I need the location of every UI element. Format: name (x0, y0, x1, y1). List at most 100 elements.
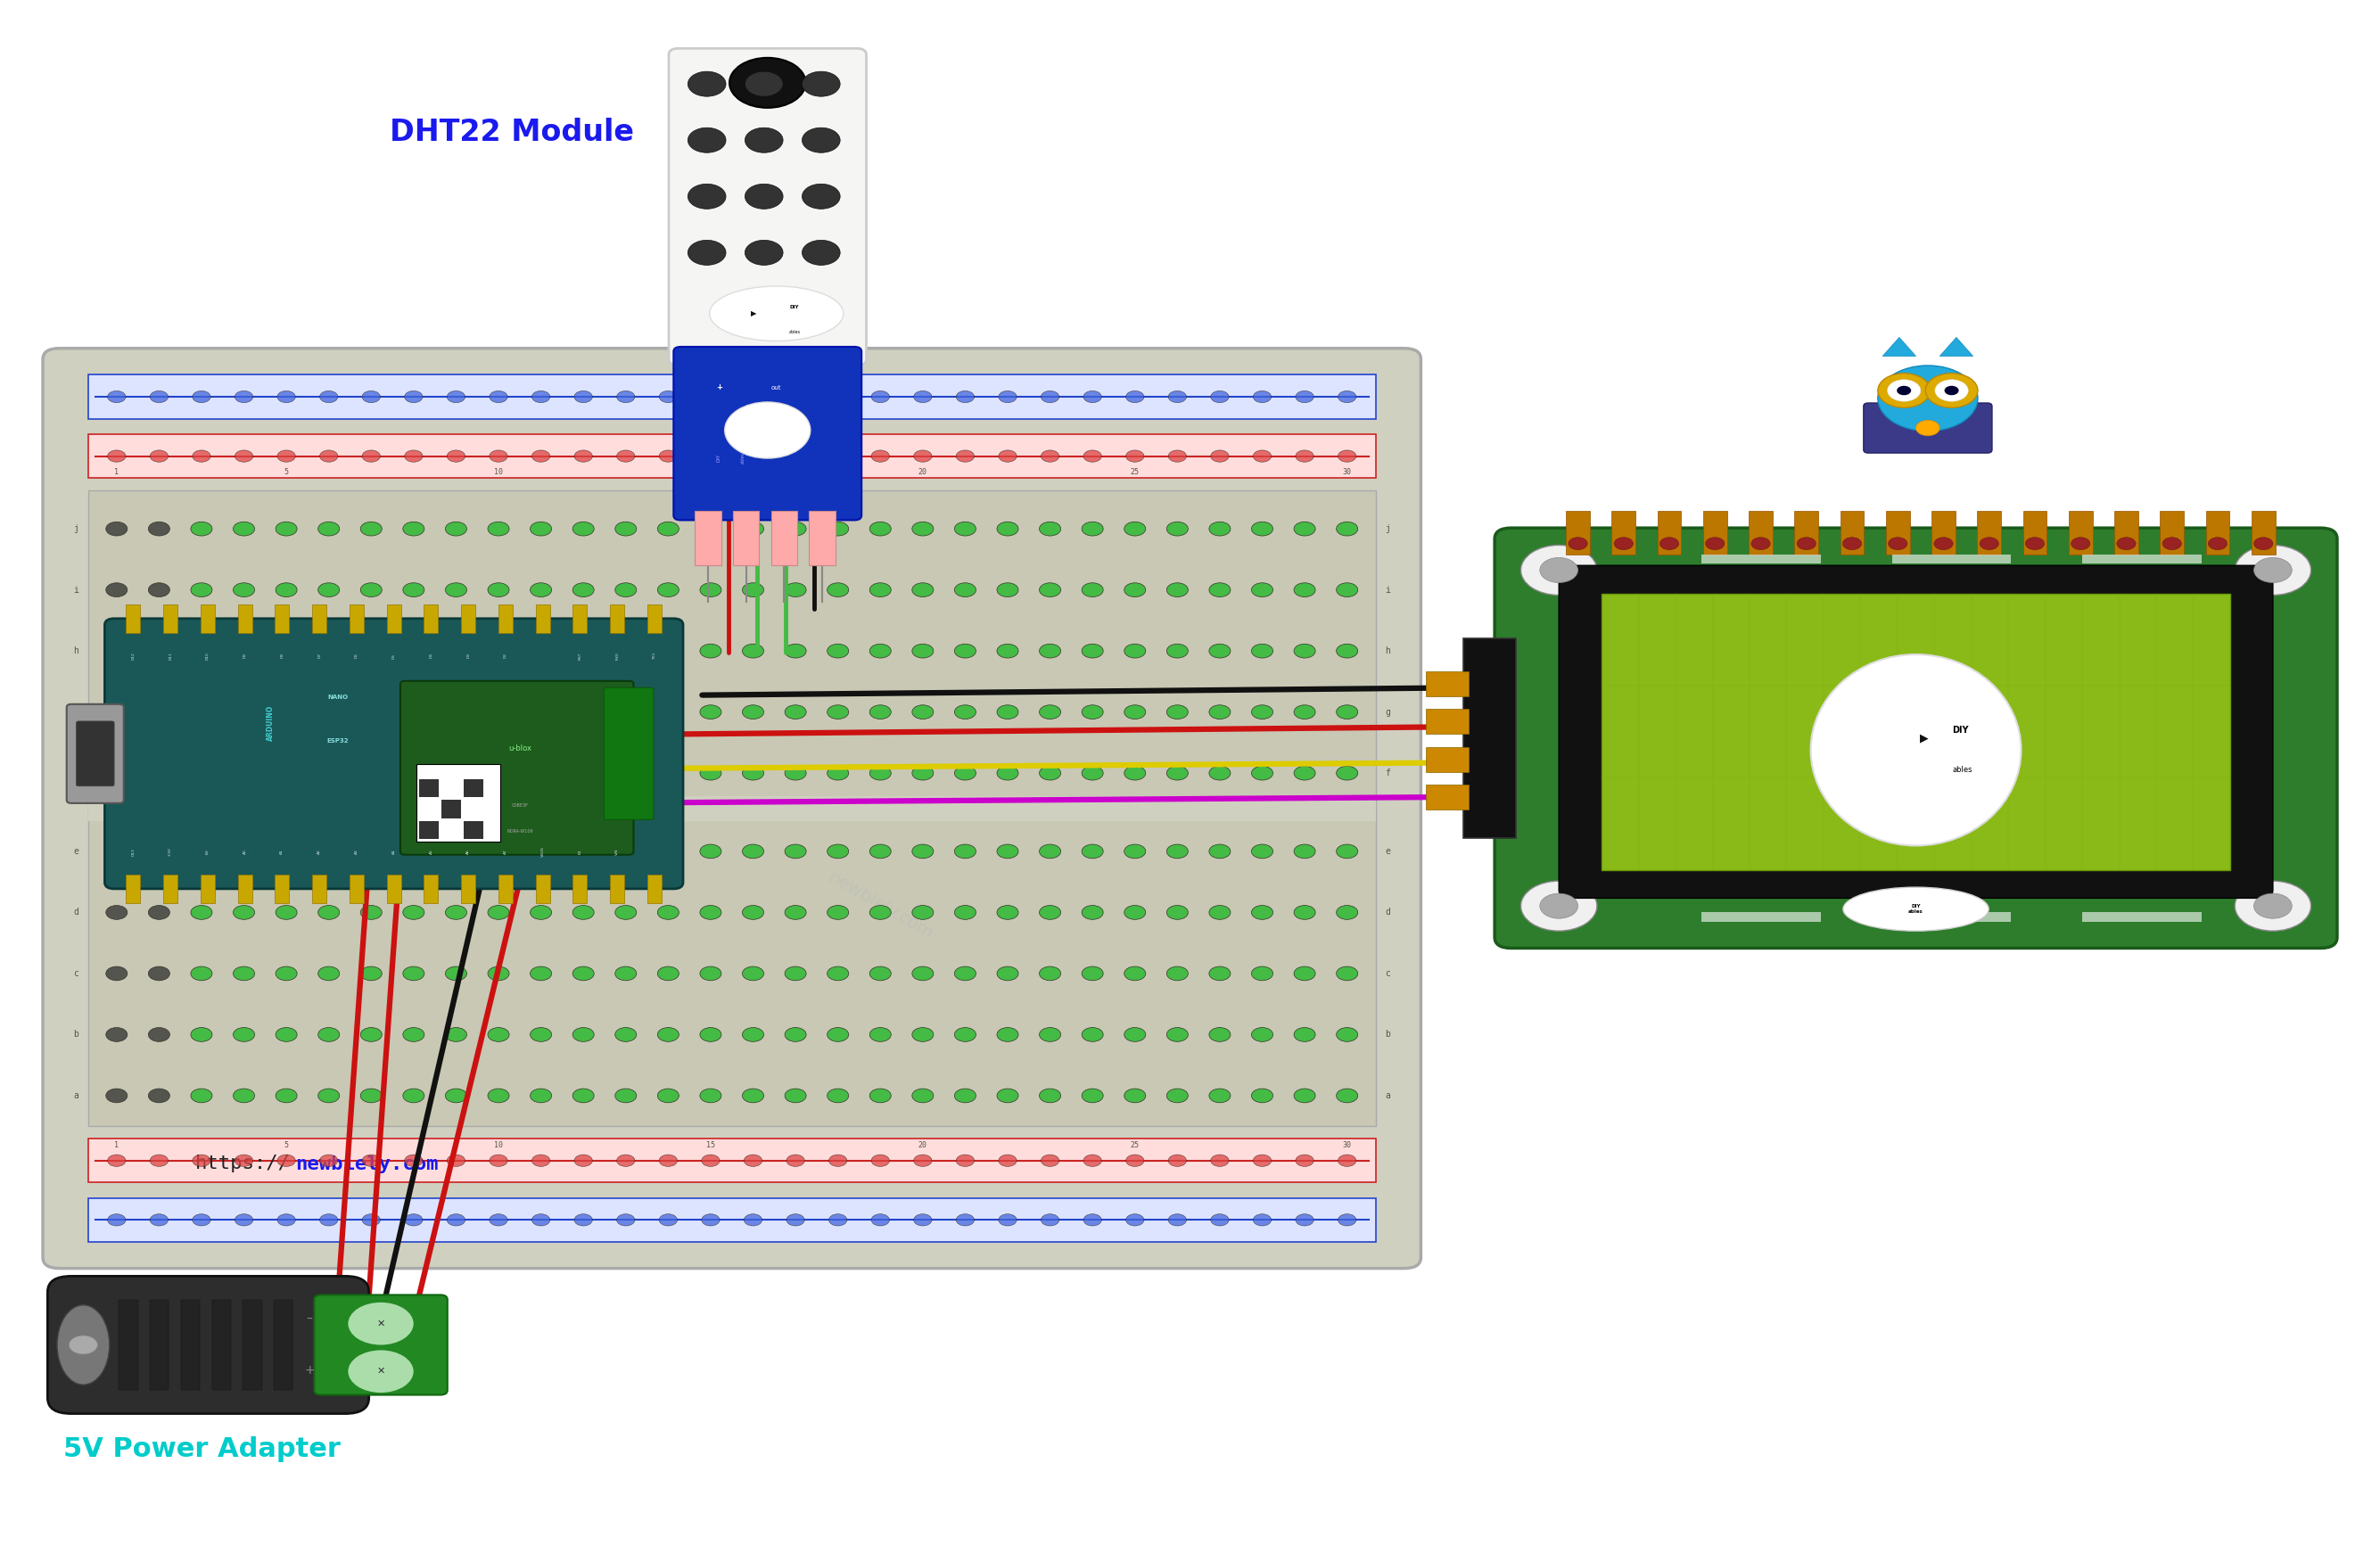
Circle shape (148, 644, 169, 658)
Circle shape (490, 1214, 507, 1226)
Circle shape (871, 1154, 890, 1167)
Circle shape (1123, 765, 1145, 779)
Circle shape (1123, 644, 1145, 658)
Circle shape (488, 765, 509, 779)
Circle shape (233, 967, 255, 981)
Circle shape (724, 401, 809, 458)
Circle shape (828, 1089, 850, 1103)
Circle shape (954, 522, 976, 536)
Circle shape (276, 522, 298, 536)
Text: a: a (1385, 1092, 1390, 1100)
Circle shape (954, 1028, 976, 1042)
Text: i: i (74, 586, 79, 595)
Bar (771, 511, 797, 565)
Circle shape (276, 644, 298, 658)
Text: RST: RST (578, 651, 581, 659)
Circle shape (1040, 1089, 1061, 1103)
Circle shape (531, 522, 552, 536)
Circle shape (1295, 765, 1316, 779)
Text: d: d (1385, 908, 1390, 917)
Circle shape (445, 845, 466, 859)
Circle shape (490, 1154, 507, 1167)
Circle shape (445, 522, 466, 536)
Text: ESP32: ESP32 (326, 739, 350, 744)
Circle shape (1083, 967, 1104, 981)
Bar (1426, 747, 1468, 772)
Circle shape (1338, 1214, 1357, 1226)
Circle shape (657, 1028, 678, 1042)
Bar (2206, 511, 2230, 555)
Circle shape (319, 450, 338, 462)
Text: https://: https:// (195, 1154, 290, 1173)
Circle shape (190, 906, 212, 920)
Circle shape (912, 522, 933, 536)
Bar (1978, 511, 2002, 555)
Circle shape (997, 967, 1019, 981)
Circle shape (233, 704, 255, 719)
Circle shape (193, 1154, 209, 1167)
Circle shape (869, 522, 890, 536)
Bar (350, 875, 364, 903)
Circle shape (488, 1028, 509, 1042)
Bar (386, 875, 400, 903)
Circle shape (190, 845, 212, 859)
Circle shape (1126, 390, 1145, 403)
Circle shape (614, 704, 635, 719)
Circle shape (688, 241, 726, 266)
Circle shape (700, 845, 721, 859)
Text: c: c (74, 968, 79, 978)
Text: ✕: ✕ (376, 1320, 386, 1328)
Circle shape (1211, 1214, 1228, 1226)
Bar (1749, 511, 1773, 555)
Bar (1704, 511, 1728, 555)
Circle shape (531, 765, 552, 779)
Circle shape (1000, 1154, 1016, 1167)
Circle shape (1040, 450, 1059, 462)
Circle shape (785, 583, 807, 597)
Circle shape (236, 450, 252, 462)
Text: A6: A6 (466, 850, 471, 854)
Circle shape (657, 704, 678, 719)
Bar (2082, 912, 2202, 922)
Circle shape (1490, 676, 1523, 698)
Circle shape (402, 765, 424, 779)
Bar (733, 511, 759, 565)
Bar (1702, 555, 1821, 564)
Circle shape (1254, 1154, 1271, 1167)
Circle shape (574, 845, 595, 859)
Text: 1: 1 (114, 1140, 119, 1150)
Circle shape (1335, 522, 1357, 536)
Text: c: c (1385, 968, 1390, 978)
Bar (88, 375, 1376, 419)
Circle shape (1040, 845, 1061, 859)
Circle shape (1211, 450, 1228, 462)
Circle shape (1040, 390, 1059, 403)
Circle shape (1335, 1028, 1357, 1042)
Circle shape (1209, 522, 1230, 536)
Circle shape (785, 1154, 804, 1167)
Circle shape (1935, 537, 1954, 550)
Circle shape (531, 845, 552, 859)
Circle shape (657, 967, 678, 981)
Circle shape (148, 522, 169, 536)
Circle shape (1540, 558, 1578, 583)
Circle shape (1706, 537, 1726, 550)
Text: DHT22 Module: DHT22 Module (390, 119, 633, 147)
Text: 1: 1 (114, 467, 119, 476)
Circle shape (614, 644, 635, 658)
Circle shape (531, 1089, 552, 1103)
Text: j: j (74, 525, 79, 533)
Text: h: h (74, 647, 79, 656)
Circle shape (193, 390, 209, 403)
Circle shape (233, 583, 255, 597)
Circle shape (1209, 765, 1230, 779)
Circle shape (743, 644, 764, 658)
Circle shape (912, 1028, 933, 1042)
Circle shape (702, 1214, 719, 1226)
Circle shape (614, 845, 635, 859)
Circle shape (359, 583, 381, 597)
Circle shape (359, 1089, 381, 1103)
Circle shape (912, 765, 933, 779)
Circle shape (488, 644, 509, 658)
Circle shape (148, 967, 169, 981)
